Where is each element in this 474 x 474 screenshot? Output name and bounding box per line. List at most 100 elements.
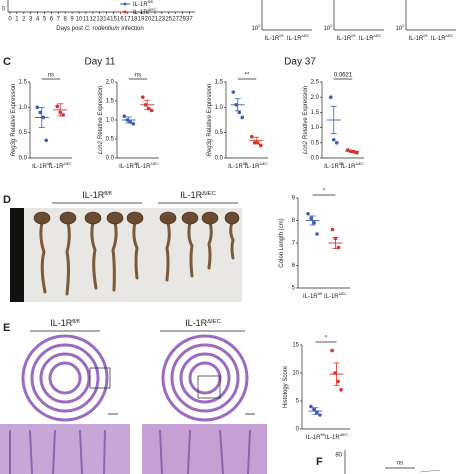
data-point [61, 113, 66, 117]
label-sup: ΔIEC [374, 34, 382, 38]
label-sup: ΔIEC [207, 319, 221, 325]
label-sup: ΔIEC [302, 34, 310, 38]
data-point [146, 106, 151, 111]
group-label: IL-1Rfl/fl [337, 34, 356, 42]
label-base: IL-1R [119, 164, 134, 170]
label-base: IL-1R [337, 36, 352, 42]
group-label: IL-1RΔIEC [341, 162, 364, 170]
data-point [312, 407, 316, 412]
label-sup: ΔIEC [202, 191, 216, 197]
label-sup: 0 [258, 24, 260, 28]
group-label: 100 [324, 24, 333, 32]
sig-label: * [323, 189, 326, 195]
x-tick-label: 9 [70, 17, 74, 23]
x-tick-label: 21 [152, 17, 159, 23]
data-point [334, 141, 339, 145]
data-point [35, 105, 40, 110]
x-tick-label: 0 [8, 17, 12, 23]
x-tick-label: 10 [76, 17, 83, 23]
label-base: IL-1R [324, 294, 339, 300]
y-axis-label: Reg3gRelative Expression [207, 84, 213, 157]
y-tick-label: 0 [2, 7, 6, 13]
label-base: IL-1R [49, 164, 64, 170]
colon-photo [10, 202, 242, 302]
data-point [339, 388, 343, 392]
y-tick-label: 0.5 [19, 130, 28, 136]
data-point [333, 371, 337, 375]
label-sup: fl/fl [47, 162, 52, 166]
x-tick-label: 18 [131, 17, 138, 23]
group-label: IL-1Rfl/fl [82, 190, 111, 200]
x-tick-label: 37 [186, 17, 193, 23]
label-gene: Reg3g [207, 138, 213, 156]
group-label: 100 [396, 24, 405, 32]
decor-line [419, 469, 441, 473]
label-sup: fl/fl [148, 0, 153, 4]
label-part: Days post [56, 26, 83, 32]
data-point [348, 149, 353, 154]
y-tick-label: 80 [335, 453, 342, 459]
x-axis-label: Days post C. rodentium infection [56, 26, 143, 32]
x-tick-label: 12 [89, 17, 96, 23]
y-tick-label: 5 [292, 286, 296, 292]
y-tick-label: 1.0 [311, 125, 320, 131]
data-point [149, 108, 154, 113]
label-base: 10 [396, 26, 403, 32]
y-tick-label: 1.0 [106, 118, 115, 124]
x-tick-label: 19 [138, 17, 145, 23]
data-point [140, 95, 145, 99]
y-axis-label: Colon Length (cm) [279, 218, 285, 267]
data-point [309, 404, 313, 409]
data-point [255, 141, 260, 145]
label-base: IL-1R [303, 294, 318, 300]
label-sup: fl/fl [423, 34, 427, 38]
label-base: IL-1R [245, 164, 260, 170]
sig-label: 0.0621 [334, 73, 353, 79]
y-tick-label: 15 [292, 343, 299, 349]
x-tick-label: 8 [64, 17, 68, 23]
group-label: IL-1Rfl/fl [50, 318, 79, 328]
y-tick-label: 0.0 [215, 156, 224, 162]
data-point [252, 141, 257, 145]
y-tick-label: 2.5 [311, 80, 320, 86]
panel-letter: C [3, 56, 11, 68]
group-label: IL-1Rfl/fl [133, 0, 153, 8]
x-tick-label: 15 [110, 17, 117, 23]
label-part: Histology Score [283, 365, 289, 408]
label-base: IL-1R [185, 318, 208, 328]
x-tick-label: 7 [57, 17, 61, 23]
label-base: IL-1R [287, 36, 302, 42]
label-gene: Lcn2 [303, 140, 309, 154]
x-tick-label: 6 [50, 17, 54, 23]
label-sup: fl/fl [72, 319, 79, 325]
data-point [351, 150, 356, 154]
x-tick-label: 1 [15, 17, 19, 23]
label-sup: 0 [402, 24, 404, 28]
data-point [354, 151, 359, 155]
y-tick-label: 9 [292, 196, 296, 202]
legend-swatch [123, 2, 127, 6]
label-part: infection [121, 26, 143, 32]
label-sup: fl/fl [318, 292, 323, 296]
data-point [125, 118, 130, 122]
y-axis-label: Lcn2Relative Expression [98, 86, 104, 154]
label-base: IL-1R [136, 164, 151, 170]
x-tick-label: 23 [158, 17, 165, 23]
label-part: Relative Expression [303, 86, 309, 139]
x-tick-label: 11 [83, 17, 90, 23]
group-label: IL-1Rfl/fl [32, 162, 51, 170]
panel-letter: F [316, 456, 323, 468]
label-base: 10 [252, 26, 259, 32]
label-sup: fl/fl [104, 191, 111, 197]
label-base: IL-1R [324, 164, 339, 170]
data-point [318, 413, 322, 417]
y-axis-label: Lcn2Relative Expression [303, 86, 309, 154]
group-label: IL-1RΔIEC [133, 7, 157, 16]
legend-swatch [123, 10, 127, 14]
y-tick-label: 1.0 [19, 105, 28, 111]
data-point [315, 232, 319, 236]
label-base: IL-1R [50, 318, 73, 328]
label-sup: ΔIEC [446, 34, 454, 38]
x-tick-label: 14 [103, 17, 110, 23]
